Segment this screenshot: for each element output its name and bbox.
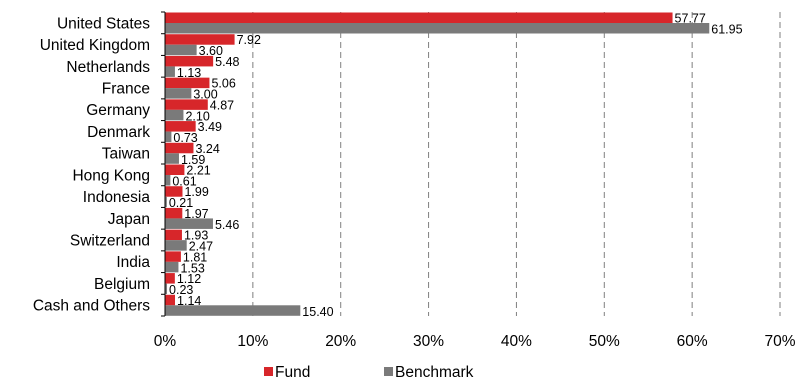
bar-fund-switzerland: [165, 229, 182, 241]
data-label-fund-germany: 4.87: [210, 98, 234, 112]
bar-benchmark-denmark: [165, 131, 172, 143]
tick-labels: 0% 10% 20% 30% 40% 50% 60% 70%: [154, 333, 796, 350]
bar-fund-united-kingdom: [165, 34, 235, 45]
tick-label-30: 30%: [413, 333, 444, 350]
bar-fund-india: [165, 251, 181, 262]
data-label-fund-cash-and-others: 1.14: [177, 294, 201, 308]
data-label-benchmark-hong-kong: 0.61: [172, 175, 196, 189]
legend-label-benchmark: Benchmark: [395, 364, 474, 381]
bar-fund-denmark: [165, 121, 196, 132]
tick-label-50: 50%: [589, 333, 620, 350]
data-label-benchmark-indonesia: 0.21: [169, 196, 193, 210]
data-label-fund-france: 5.06: [211, 77, 235, 91]
data-label-fund-netherlands: 5.48: [215, 55, 239, 69]
tick-label-40: 40%: [501, 333, 532, 350]
data-label-fund-indonesia: 1.99: [184, 185, 208, 199]
data-label-fund-belgium: 1.12: [177, 272, 201, 286]
bar-benchmark-hong-kong: [165, 175, 171, 186]
bar-benchmark-united-kingdom: [165, 44, 197, 56]
data-label-benchmark-united-kingdom: 3.60: [199, 44, 223, 58]
bar-fund-japan: [165, 207, 183, 219]
bar-fund-germany: [165, 99, 208, 110]
category-label-france: France: [102, 81, 150, 98]
category-label-denmark: Denmark: [87, 124, 150, 141]
data-label-fund-japan: 1.97: [184, 207, 208, 221]
bars: [165, 12, 710, 316]
category-label-switzerland: Switzerland: [70, 233, 150, 250]
bar-fund-cash-and-others: [165, 294, 176, 306]
bar-benchmark-united-states: [165, 23, 710, 34]
bar-fund-united-states: [165, 12, 673, 23]
data-label-benchmark-taiwan: 1.59: [181, 153, 205, 167]
tick-label-10: 10%: [237, 333, 268, 350]
bar-benchmark-indonesia: [165, 196, 167, 208]
bar-benchmark-switzerland: [165, 240, 187, 251]
bar-benchmark-germany: [165, 109, 184, 121]
bar-benchmark-france: [165, 88, 192, 99]
bar-benchmark-japan: [165, 218, 213, 229]
category-label-germany: Germany: [86, 102, 150, 119]
category-label-japan: Japan: [108, 211, 150, 228]
category-label-united-kingdom: United Kingdom: [40, 37, 150, 54]
tick-label-20: 20%: [325, 333, 356, 350]
category-label-india: India: [116, 254, 150, 271]
data-label-fund-united-kingdom: 7.92: [237, 33, 261, 47]
category-label-cash-and-others: Cash and Others: [33, 298, 150, 315]
data-label-benchmark-belgium: 0.23: [169, 283, 193, 297]
bar-fund-hong-kong: [165, 164, 185, 175]
data-label-benchmark-cash-and-others: 15.40: [302, 305, 333, 319]
grid-lines: [252, 12, 781, 316]
data-labels: 57.7761.957.923.605.481.135.063.004.872.…: [169, 12, 743, 319]
bar-fund-taiwan: [165, 142, 194, 154]
legend-swatch-fund: [264, 367, 273, 376]
data-label-benchmark-india: 1.53: [180, 261, 204, 275]
legend-swatch-benchmark: [384, 367, 393, 376]
data-label-benchmark-netherlands: 1.13: [177, 66, 201, 80]
data-label-fund-denmark: 3.49: [198, 120, 222, 134]
category-label-belgium: Belgium: [94, 276, 150, 293]
category-label-united-states: United States: [57, 15, 150, 32]
bar-fund-netherlands: [165, 55, 214, 67]
tick-label-70: 70%: [764, 333, 795, 350]
bar-benchmark-netherlands: [165, 66, 175, 77]
data-label-benchmark-united-states: 61.95: [711, 23, 742, 37]
data-label-fund-hong-kong: 2.21: [186, 164, 210, 178]
bar-fund-belgium: [165, 273, 175, 284]
data-label-benchmark-germany: 2.10: [185, 109, 209, 123]
data-label-benchmark-denmark: 0.73: [173, 131, 197, 145]
bar-benchmark-taiwan: [165, 153, 179, 164]
bar-benchmark-india: [165, 261, 179, 273]
axes: [161, 11, 166, 317]
bar-fund-indonesia: [165, 186, 183, 197]
data-label-fund-taiwan: 3.24: [195, 142, 219, 156]
category-label-hong-kong: Hong Kong: [72, 167, 150, 184]
data-label-fund-india: 1.81: [183, 250, 207, 264]
bar-benchmark-cash-and-others: [165, 305, 301, 316]
tick-label-60: 60%: [677, 333, 708, 350]
bar-benchmark-belgium: [165, 283, 168, 295]
category-labels: United States United Kingdom Netherlands Fr…: [33, 15, 151, 314]
category-label-taiwan: Taiwan: [102, 146, 150, 163]
legend: Fund Benchmark: [264, 364, 474, 381]
data-label-benchmark-switzerland: 2.47: [189, 240, 213, 254]
bar-fund-france: [165, 77, 210, 89]
legend-label-fund: Fund: [275, 364, 310, 381]
category-label-indonesia: Indonesia: [83, 189, 151, 206]
data-label-fund-united-states: 57.77: [675, 12, 706, 26]
data-label-fund-switzerland: 1.93: [184, 229, 208, 243]
data-label-benchmark-france: 3.00: [193, 88, 217, 102]
tick-label-0: 0%: [154, 333, 177, 350]
category-label-netherlands: Netherlands: [66, 59, 150, 76]
data-label-benchmark-japan: 5.46: [215, 218, 239, 232]
